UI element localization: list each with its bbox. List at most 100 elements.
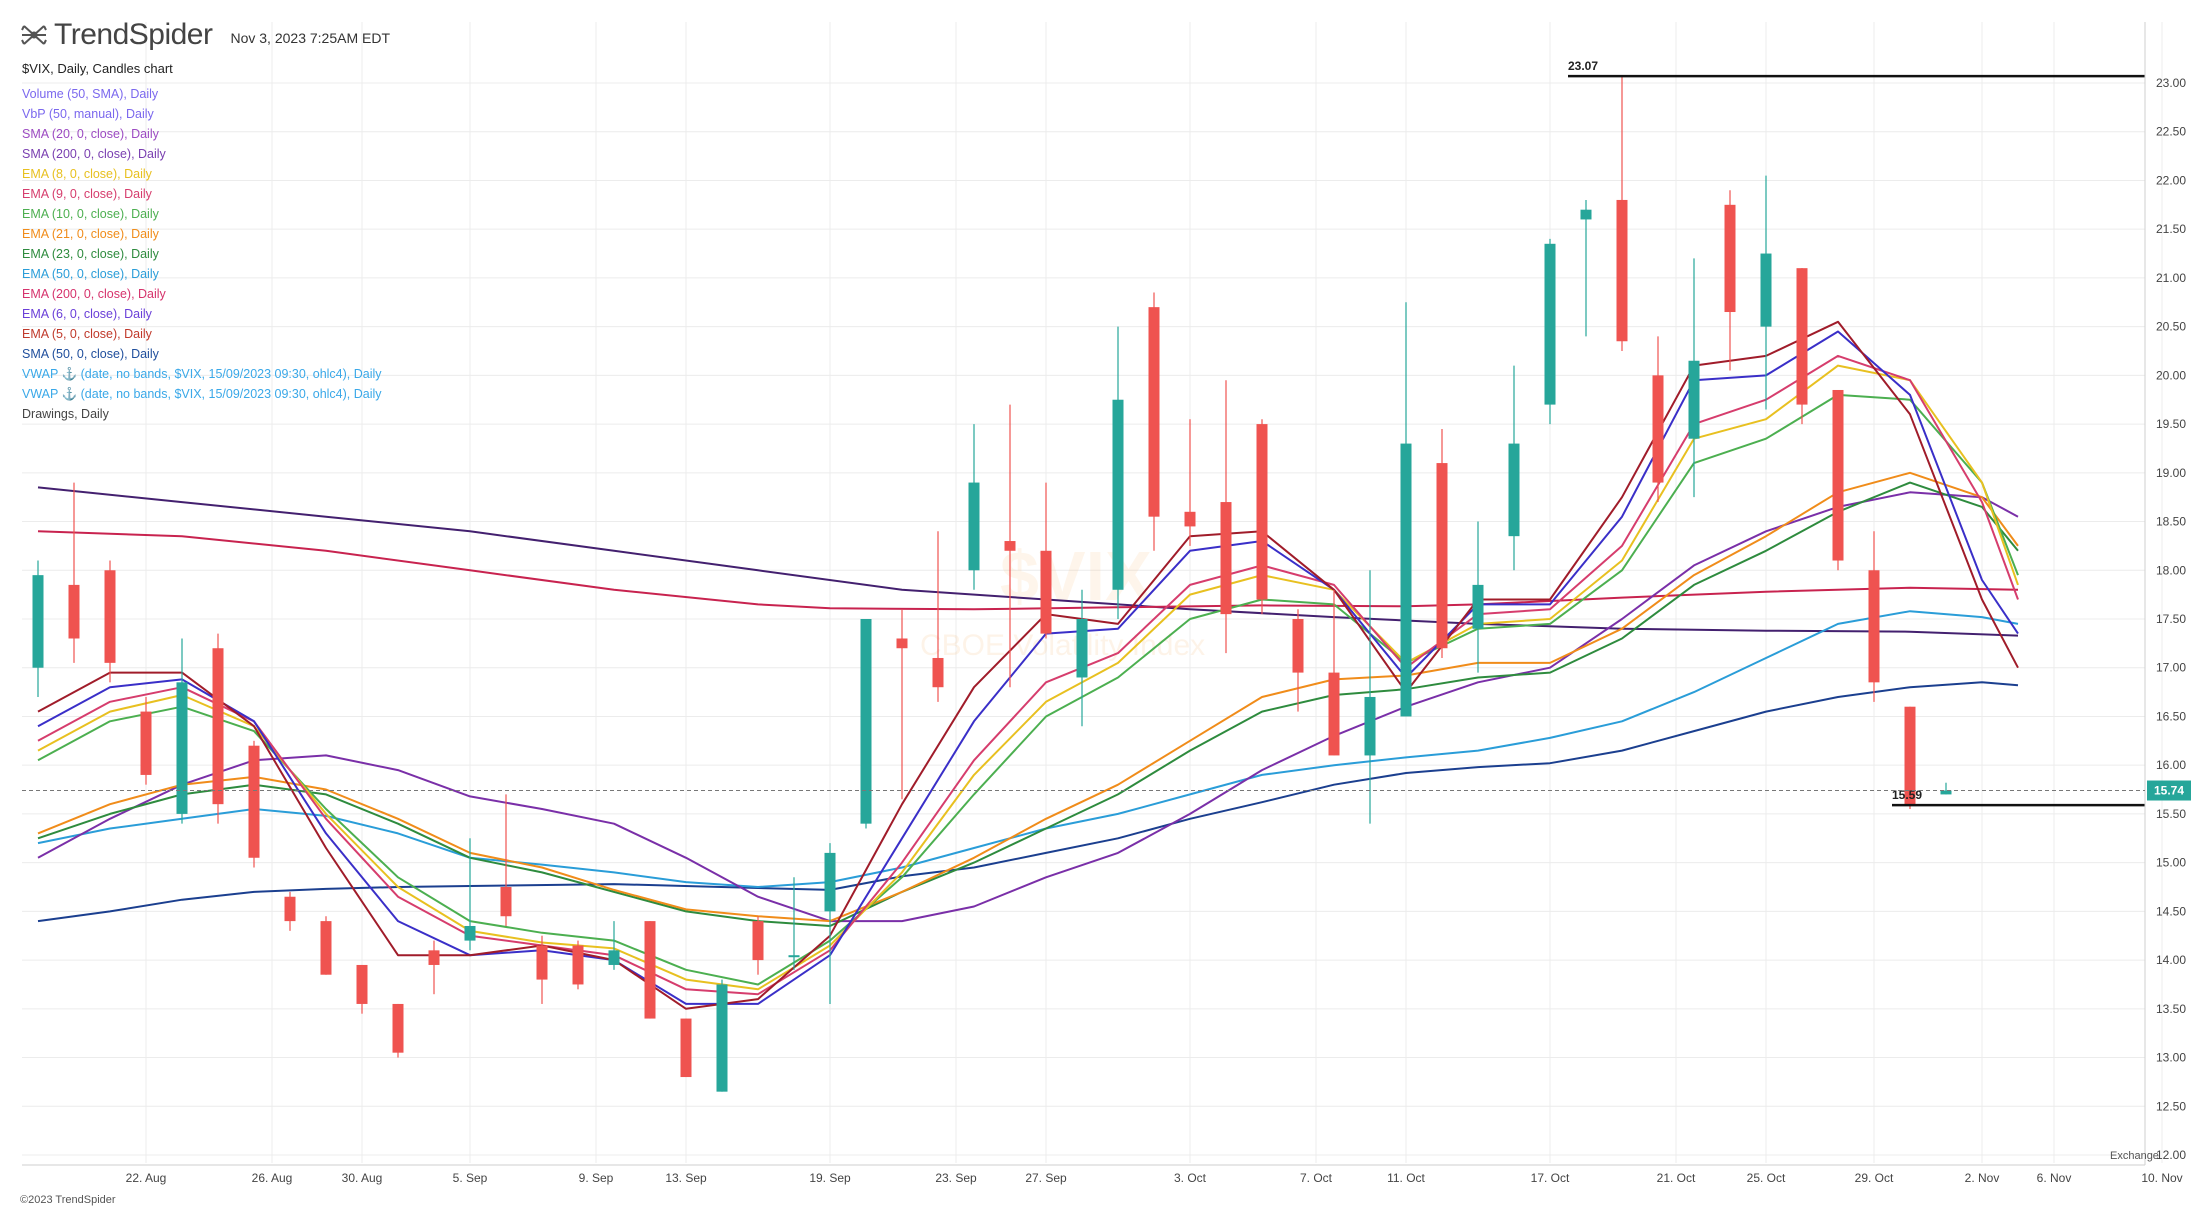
candle[interactable] [1832,389,1844,571]
x-tick-label: 2. Nov [1965,1171,2000,1185]
candle[interactable] [428,940,440,995]
candle[interactable] [500,794,512,926]
candle-body [968,482,980,571]
y-tick-label: 18.50 [2156,515,2186,529]
candle[interactable] [248,740,260,868]
x-tick-label: 23. Sep [935,1171,977,1185]
candle-body [1328,672,1340,756]
candle[interactable] [1796,268,1808,425]
candle[interactable] [1004,404,1016,688]
candle[interactable] [212,633,224,824]
indicator-legend-item[interactable]: SMA (50, 0, close), Daily [22,347,159,361]
candle[interactable] [1760,175,1772,410]
indicator-line [37,320,2019,1010]
indicator-legend-item[interactable]: EMA (10, 0, close), Daily [22,207,159,221]
candle[interactable] [392,1003,404,1058]
level-label: 23.07 [1568,59,1598,73]
candle[interactable] [824,843,836,1004]
candle[interactable] [1148,292,1160,551]
indicator-legend-item[interactable]: VbP (50, manual), Daily [22,107,154,121]
candle[interactable] [140,696,152,785]
candle[interactable] [68,482,80,663]
candle[interactable] [32,560,44,697]
x-tick-label: 7. Oct [1300,1171,1333,1185]
candle[interactable] [1184,419,1196,546]
candle[interactable] [608,921,620,970]
indicator-line [37,393,2019,986]
candle-body [716,984,728,1092]
candle[interactable] [1472,521,1484,673]
candle[interactable] [1292,609,1304,712]
candle[interactable] [284,891,296,931]
indicator-legend-item[interactable]: SMA (200, 0, close), Daily [22,147,166,161]
candle[interactable] [1076,589,1088,727]
candle[interactable] [1868,531,1880,702]
candle[interactable] [1220,380,1232,654]
candle[interactable] [1400,302,1412,717]
candle[interactable] [320,916,332,975]
candle[interactable] [680,1018,692,1078]
candle[interactable] [1580,199,1592,337]
candle[interactable] [1040,482,1052,639]
indicator-legend-item[interactable]: Drawings, Daily [22,407,109,421]
indicator-legend-item[interactable]: SMA (20, 0, close), Daily [22,127,159,141]
candle[interactable] [788,877,800,970]
candle[interactable] [536,935,548,1004]
candle[interactable] [1436,428,1448,658]
candle[interactable] [1544,238,1556,425]
candle[interactable] [1616,76,1628,351]
indicator-legend-item[interactable]: VWAP ⚓ (date, no bands, $VIX, 15/09/2023… [22,367,382,381]
candle[interactable] [572,940,584,990]
indicator-legend-item[interactable]: EMA (23, 0, close), Daily [22,247,159,261]
candle[interactable] [1112,326,1124,619]
indicator-legend-item[interactable]: EMA (9, 0, close), Daily [22,187,152,201]
indicator-legend-item[interactable]: EMA (50, 0, close), Daily [22,267,159,281]
indicator-legend-item[interactable]: EMA (6, 0, close), Daily [22,307,152,321]
candle-body [1796,268,1808,405]
candle[interactable] [1256,419,1268,615]
indicator-legend-item[interactable]: EMA (5, 0, close), Daily [22,327,152,341]
indicator-line [37,491,2019,923]
candle-body [464,925,476,941]
candle-body [1472,584,1484,629]
candle[interactable] [176,638,188,824]
candle[interactable] [860,619,872,829]
candle[interactable] [716,979,728,1092]
candle[interactable] [464,838,476,951]
trendspider-logo[interactable]: TrendSpider [20,18,213,52]
indicator-legend-item[interactable]: EMA (8, 0, close), Daily [22,167,152,181]
copyright: ©2023 TrendSpider [20,1194,116,1206]
candle[interactable] [752,916,764,975]
candle-body [320,921,332,975]
candle[interactable] [1364,570,1376,824]
y-tick-label: 16.50 [2156,709,2186,723]
indicator-legend-item[interactable]: Volume (50, SMA), Daily [22,87,159,101]
candle[interactable] [1724,190,1736,371]
candle[interactable] [356,964,368,1014]
candle[interactable] [896,609,908,800]
x-tick-label: 13. Sep [665,1171,707,1185]
indicator-legend-item[interactable]: EMA (200, 0, close), Daily [22,287,166,301]
candle-body [608,950,620,965]
candle[interactable] [1652,336,1664,503]
indicator-legend-item[interactable]: EMA (21, 0, close), Daily [22,227,159,241]
horizontal-levels[interactable]: 23.07 15.59 [1568,59,2145,807]
candle-body [1076,619,1088,678]
x-tick-label: 19. Sep [809,1171,851,1185]
candle[interactable] [1904,706,1916,810]
x-tick-label: 3. Oct [1174,1171,1207,1185]
indicator-line [37,364,2019,991]
candle[interactable] [968,424,980,590]
candle[interactable] [1328,589,1340,756]
candle[interactable] [644,921,656,1019]
candle[interactable] [1688,258,1700,498]
indicator-legend-item[interactable]: VWAP ⚓ (date, no bands, $VIX, 15/09/2023… [22,387,382,401]
candle[interactable] [1940,782,1952,795]
y-tick-label: 14.00 [2156,953,2186,967]
candle-body [932,657,944,688]
candle[interactable] [1508,365,1520,571]
candle[interactable] [104,560,116,683]
candle[interactable] [932,531,944,702]
